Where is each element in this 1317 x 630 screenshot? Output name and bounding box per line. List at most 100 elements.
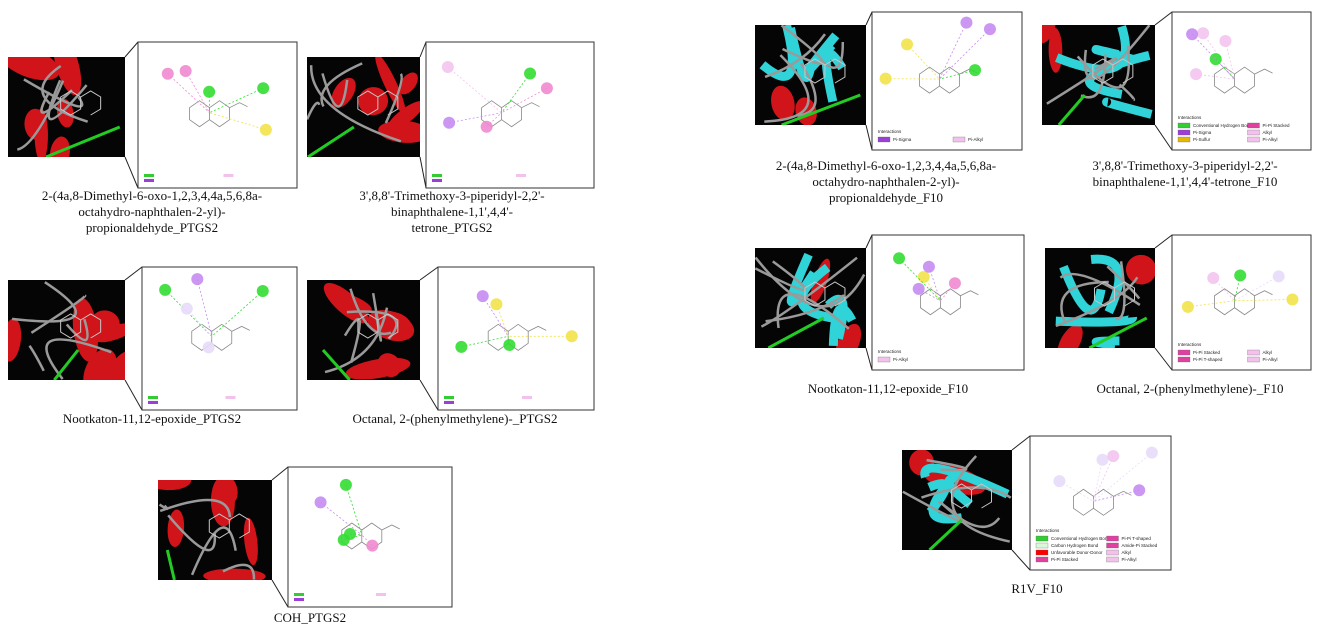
residue <box>366 540 378 552</box>
legend-swatch <box>432 174 442 177</box>
residue <box>315 496 327 508</box>
legend-swatch <box>878 137 890 142</box>
helix <box>146 470 192 491</box>
legend-label: Pi-Pi Stacked <box>1051 557 1079 562</box>
legend-label: Conventional Hydrogen Bond <box>1193 123 1252 128</box>
zoom-line <box>125 157 138 188</box>
residue <box>524 68 536 80</box>
residue <box>260 124 272 136</box>
legend-label: Carbon Hydrogen Bond <box>1051 543 1099 548</box>
residue <box>340 479 352 491</box>
legend-label: Pi-Pi T-shaped <box>1193 357 1223 362</box>
caption: tetrone_PTGS2 <box>412 220 493 235</box>
zoom-line <box>420 157 426 188</box>
residue <box>503 339 515 351</box>
legend-swatch <box>1107 543 1119 548</box>
legend-swatch <box>1248 350 1260 355</box>
panel: Interactions Pi-Alkyl Nootkaton-11,12-epox… <box>755 235 1024 396</box>
legend-swatch <box>376 593 386 596</box>
panel: Interactions Conventional Hydrogen Bond Pi… <box>1027 8 1311 189</box>
legend-label: Pi-Sulfur <box>1193 137 1211 142</box>
legend-swatch <box>516 174 526 177</box>
panel: InteractionsPi-SigmaPi-Alkyl2-(4a,8-Dime… <box>755 12 1022 205</box>
residue <box>181 303 193 315</box>
legend-swatch <box>444 396 454 399</box>
residue <box>1146 447 1158 459</box>
legend-label: Unfavorable Donor-Donor <box>1051 550 1103 555</box>
legend-label: Pi-Alkyl <box>1263 137 1278 142</box>
caption: R1V_F10 <box>1011 581 1062 596</box>
legend-label: Pi-Pi Stacked <box>1263 123 1291 128</box>
zoom-line <box>420 267 438 280</box>
legend-swatch <box>1107 557 1119 562</box>
residue <box>203 86 215 98</box>
legend-label: Pi-Alkyl <box>968 137 983 142</box>
zoom-line <box>125 42 138 57</box>
legend-swatch <box>1036 550 1048 555</box>
residue <box>541 82 553 94</box>
residue <box>1053 475 1065 487</box>
legend-swatch <box>294 598 304 601</box>
residue <box>455 341 467 353</box>
legend-swatch <box>1107 536 1119 541</box>
residue <box>477 290 489 302</box>
residue <box>918 271 930 283</box>
legend-swatch <box>148 396 158 399</box>
caption: Nootkaton-11,12-epoxide_F10 <box>808 381 968 396</box>
legend-swatch <box>144 179 154 182</box>
zoom-line <box>420 42 426 57</box>
residue <box>969 64 981 76</box>
caption: 2-(4a,8-Dimethyl-6-oxo-1,2,3,4,4a,5,6,8a… <box>776 158 996 173</box>
residue <box>442 61 454 73</box>
residue <box>901 38 913 50</box>
residue <box>1197 27 1209 39</box>
residue <box>1234 269 1246 281</box>
legend-swatch <box>1178 123 1190 128</box>
legend-swatch <box>1248 123 1260 128</box>
legend-label: Pi-Pi T-shaped <box>1122 536 1152 541</box>
panel: Octanal, 2-(phenylmethylene)-_PTGS2 <box>307 267 594 426</box>
legend-swatch <box>1107 550 1119 555</box>
legend-label: Pi-Alkyl <box>893 357 908 362</box>
legend-swatch <box>1248 137 1260 142</box>
residue <box>1107 450 1119 462</box>
residue <box>880 73 892 85</box>
zoom-line <box>420 380 438 410</box>
panel: InteractionsPi-Pi StackedAlkylPi-Pi T-sh… <box>1045 235 1311 396</box>
legend-swatch <box>226 396 236 399</box>
legend-swatch <box>1248 357 1260 362</box>
residue <box>923 261 935 273</box>
legend-title: Interactions <box>878 129 902 134</box>
residue <box>180 65 192 77</box>
caption: binaphthalene-1,1',4,4'-tetrone_F10 <box>1093 174 1278 189</box>
legend-label: Pi-Alkyl <box>1263 357 1278 362</box>
residue <box>162 68 174 80</box>
caption: Nootkaton-11,12-epoxide_PTGS2 <box>63 411 241 426</box>
zoom-line <box>866 235 872 248</box>
legend-swatch <box>1178 130 1190 135</box>
legend-title: Interactions <box>1178 115 1202 120</box>
panel: Nootkaton-11,12-epoxide_PTGS2 <box>0 267 297 426</box>
legend-label: Pi-Sigma <box>1193 130 1212 135</box>
residue <box>1182 301 1194 313</box>
caption: octahydro-naphthalen-2-yl)- <box>812 174 959 189</box>
residue <box>1273 270 1285 282</box>
interaction-diagram <box>138 42 297 188</box>
legend-title: Interactions <box>1036 528 1060 533</box>
legend-swatch <box>953 137 965 142</box>
caption: 3',8,8'-Trimethoxy-3-piperidyl-2,2'- <box>359 188 544 203</box>
legend-swatch <box>1036 543 1048 548</box>
legend-label: Alkyl <box>1263 130 1273 135</box>
legend-label: Pi-Alkyl <box>1122 557 1137 562</box>
caption: Octanal, 2-(phenylmethylene)-_F10 <box>1097 381 1284 396</box>
legend-label: Amide-Pi Stacked <box>1122 543 1158 548</box>
caption: 2-(4a,8-Dimethyl-6-oxo-1,2,3,4,4a,5,6,8a… <box>42 188 262 203</box>
legend-swatch <box>1036 557 1048 562</box>
legend-swatch <box>148 401 158 404</box>
legend-swatch <box>1178 350 1190 355</box>
legend-title: Interactions <box>878 349 902 354</box>
legend-title: Interactions <box>1178 342 1202 347</box>
figure: 2-(4a,8-Dimethyl-6-oxo-1,2,3,4,4a,5,6,8a… <box>0 0 1317 630</box>
residue <box>1286 293 1298 305</box>
caption: binaphthalene-1,1',4,4'- <box>391 204 513 219</box>
